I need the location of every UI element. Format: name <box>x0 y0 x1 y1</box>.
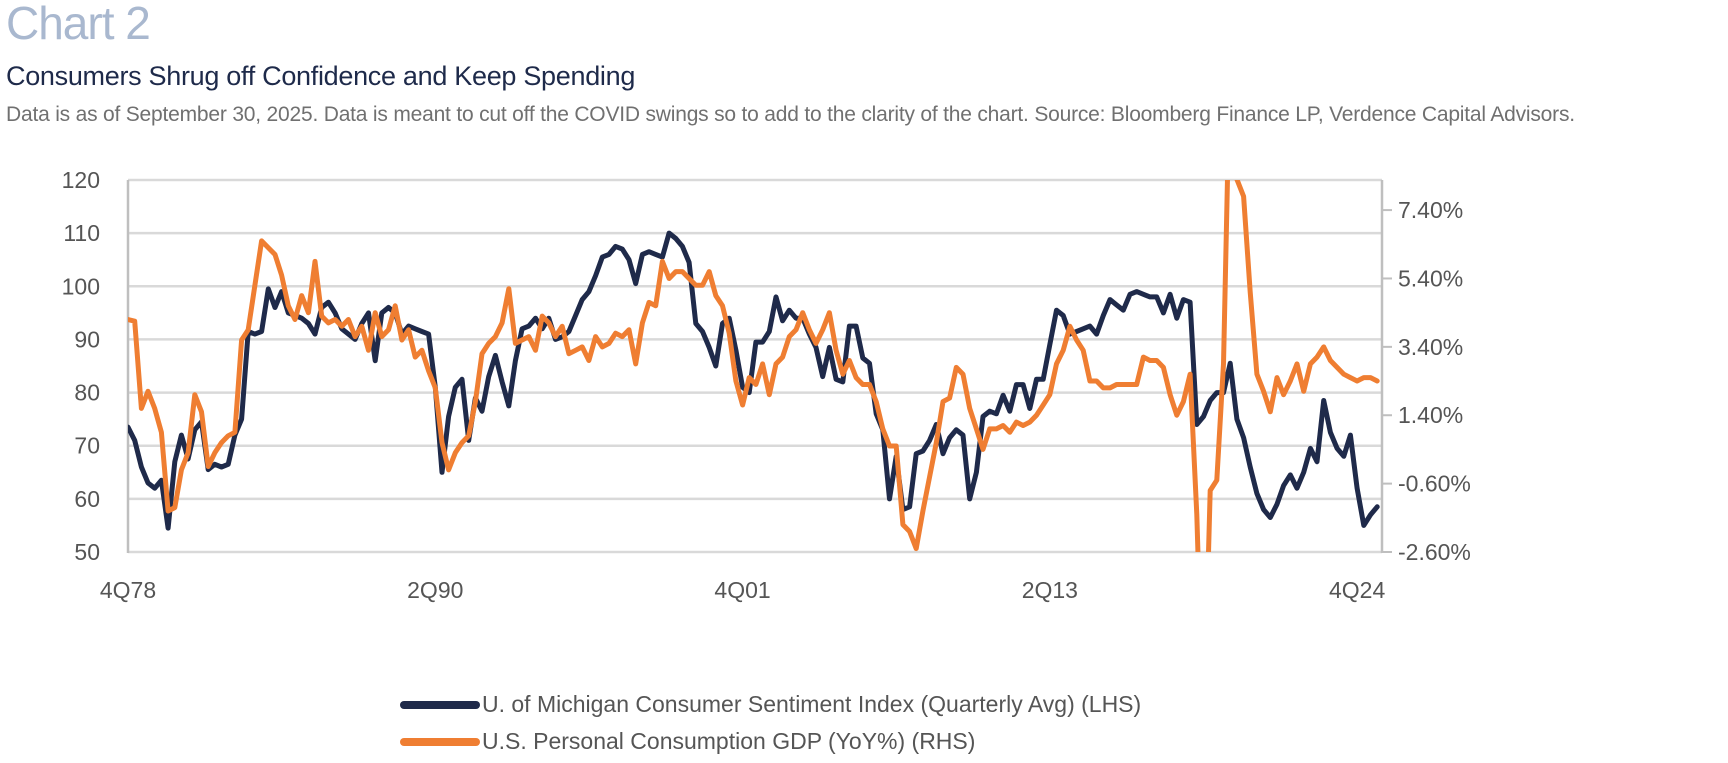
right-tick-label: 3.40% <box>1398 334 1463 360</box>
series-lines <box>128 180 1380 552</box>
x-tick-label: 4Q78 <box>100 577 156 603</box>
legend-label-consumption: U.S. Personal Consumption GDP (YoY%) (RH… <box>482 728 976 754</box>
left-tick-label: 60 <box>74 486 100 512</box>
left-tick-label: 50 <box>74 539 100 565</box>
x-tick-label: 4Q24 <box>1329 577 1385 603</box>
chart-title: Consumers Shrug off Confidence and Keep … <box>6 61 636 91</box>
left-axis-ticks: 50 60 70 80 90 100 110 120 <box>62 167 100 565</box>
left-tick-label: 110 <box>63 220 100 246</box>
legend-item-consumption: U.S. Personal Consumption GDP (YoY%) (RH… <box>400 723 1141 760</box>
legend-item-sentiment: U. of Michigan Consumer Sentiment Index … <box>400 686 1141 723</box>
legend-swatch-sentiment <box>400 700 480 709</box>
right-tick-label: 5.40% <box>1398 265 1463 291</box>
right-tick-label: -0.60% <box>1398 471 1471 497</box>
left-tick-label: 90 <box>74 326 100 352</box>
left-tick-label: 120 <box>62 167 100 193</box>
axes <box>126 180 1392 553</box>
gridlines <box>128 178 1382 554</box>
legend-swatch-consumption <box>400 737 480 746</box>
right-axis-ticks: -2.60% -0.60% 1.40% 3.40% 5.40% 7.40% <box>1398 197 1471 565</box>
left-tick-label: 80 <box>74 380 100 406</box>
legend: U. of Michigan Consumer Sentiment Index … <box>400 686 1141 760</box>
right-tick-label: 1.40% <box>1398 402 1463 428</box>
left-tick-label: 70 <box>74 433 100 459</box>
x-tick-label: 2Q13 <box>1022 577 1078 603</box>
x-tick-label: 4Q01 <box>714 577 770 603</box>
consumption-line <box>128 180 1380 552</box>
right-tick-label: 7.40% <box>1398 197 1463 223</box>
left-tick-label: 100 <box>62 273 100 299</box>
chart-subtitle: Data is as of September 30, 2025. Data i… <box>6 103 1575 126</box>
right-tick-label: -2.60% <box>1398 539 1471 565</box>
x-axis-ticks: 4Q78 2Q90 4Q01 2Q13 4Q24 <box>100 577 1386 603</box>
x-tick-label: 2Q90 <box>407 577 463 603</box>
chart-number-label: Chart 2 <box>6 0 151 49</box>
sentiment-line <box>128 230 1380 531</box>
legend-label-sentiment: U. of Michigan Consumer Sentiment Index … <box>482 691 1142 717</box>
